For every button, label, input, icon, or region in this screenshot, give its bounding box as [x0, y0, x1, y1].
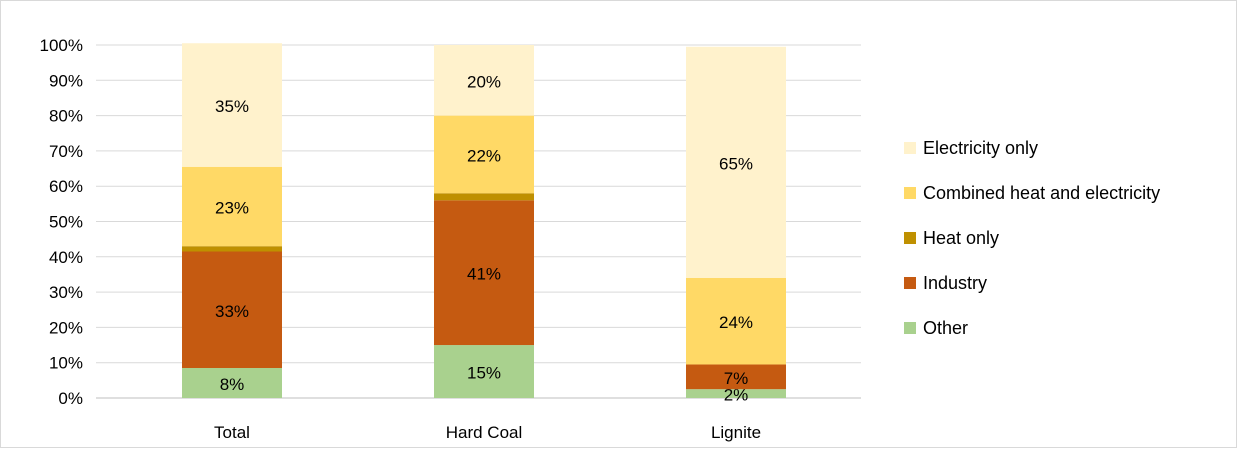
data-label: 2% — [724, 386, 749, 405]
legend-label: Industry — [923, 273, 987, 293]
x-axis: Total Hard Coal Lignite — [214, 423, 761, 442]
legend-swatch — [904, 322, 916, 334]
y-tick-label: 10% — [49, 354, 83, 373]
bars: 8% 33% 23% 35% 15% 41% 22% 20% 2%7% 24% 65% — [182, 43, 786, 405]
bar-segment — [686, 364, 786, 390]
y-axis: 0% 10% 20% 30% 40% 50% 60% 70% 80% 90% 100% — [40, 36, 83, 408]
bar-segment — [434, 193, 534, 201]
y-tick-label: 100% — [40, 36, 83, 55]
data-label: 20% — [467, 72, 501, 91]
y-tick-label: 80% — [49, 107, 83, 126]
legend-label: Heat only — [923, 228, 999, 248]
data-label: 7% — [724, 369, 749, 388]
bar-segment — [434, 45, 534, 116]
legend-swatch — [904, 142, 916, 154]
y-tick-label: 20% — [49, 318, 83, 337]
legend-label: Other — [923, 318, 968, 338]
legend-label: Combined heat and electricity — [923, 183, 1160, 203]
x-tick-label: Lignite — [711, 423, 761, 442]
data-label: 22% — [467, 146, 501, 165]
bar-segment — [182, 246, 282, 252]
data-label: 15% — [467, 364, 501, 383]
bar-segment — [686, 277, 786, 365]
legend-label: Electricity only — [923, 138, 1038, 158]
y-tick-label: 30% — [49, 283, 83, 302]
data-label: 41% — [467, 265, 501, 284]
bar-segment — [686, 46, 786, 278]
bar-segment — [182, 166, 282, 247]
data-label: 35% — [215, 97, 249, 116]
data-label: 24% — [719, 313, 753, 332]
bar-segment — [182, 367, 282, 398]
bar-segment — [434, 200, 534, 346]
x-tick-label: Total — [214, 423, 250, 442]
legend-swatch — [904, 232, 916, 244]
y-tick-label: 60% — [49, 177, 83, 196]
data-label: 8% — [220, 375, 245, 394]
y-tick-label: 40% — [49, 248, 83, 267]
y-tick-label: 0% — [58, 389, 83, 408]
bar-segment — [434, 345, 534, 398]
bar-segment — [182, 43, 282, 167]
bar-segment — [686, 389, 786, 398]
x-tick-label: Hard Coal — [446, 423, 523, 442]
bar-segment — [434, 115, 534, 194]
legend-swatch — [904, 277, 916, 289]
y-tick-label: 90% — [49, 71, 83, 90]
data-label: 65% — [719, 154, 753, 173]
legend-swatch — [904, 187, 916, 199]
y-tick-label: 70% — [49, 142, 83, 161]
bar-segment — [182, 251, 282, 368]
legend: Electricity only Combined heat and electr… — [904, 138, 1160, 338]
y-tick-label: 50% — [49, 213, 83, 232]
data-label: 23% — [215, 198, 249, 217]
data-label: 33% — [215, 302, 249, 321]
